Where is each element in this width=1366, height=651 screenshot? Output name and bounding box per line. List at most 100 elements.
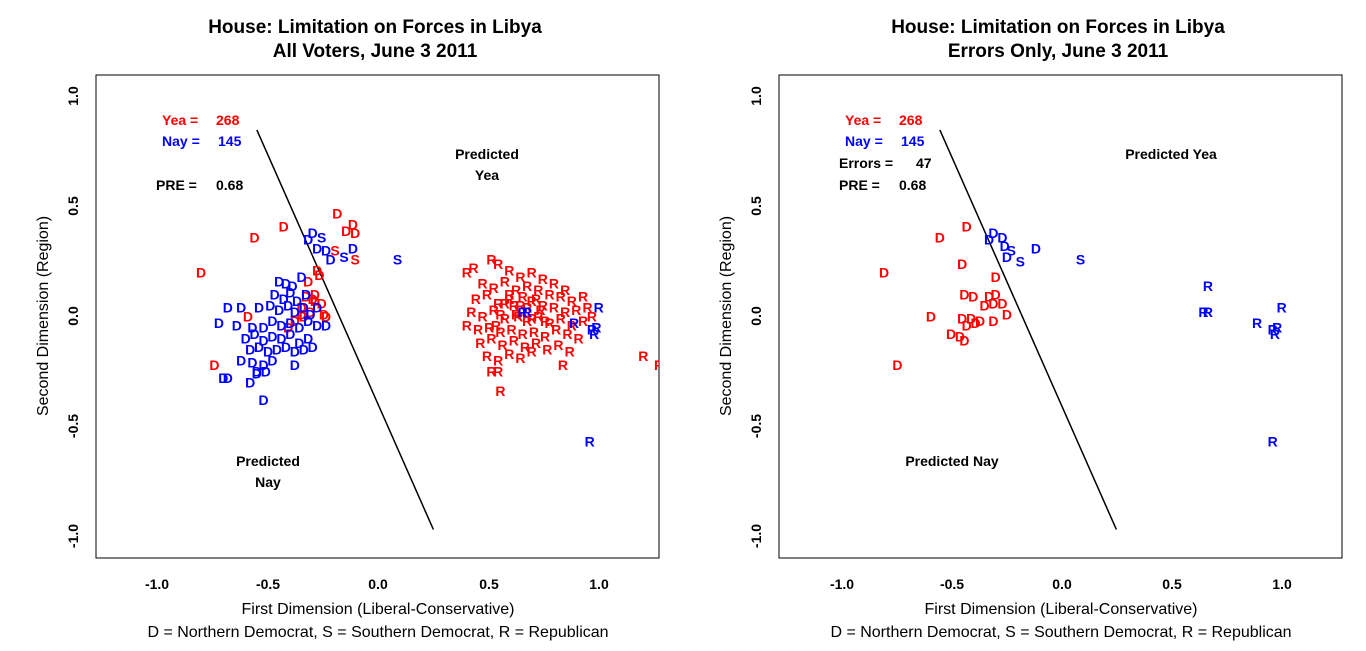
yea-vote-marker: R [504,291,514,307]
left-x-tick-label: 0.0 [368,576,388,592]
yea-vote-marker: D [301,289,311,305]
right-x-tick-label: -0.5 [940,576,964,592]
nay-vote-marker: R [587,322,597,338]
yea-vote-marker: D [957,311,967,327]
yea-vote-marker: D [348,216,358,232]
yea-vote-marker: D [926,309,936,325]
right-y-tick-label: 0.0 [748,306,764,326]
yea-vote-marker: R [549,276,559,292]
yea-vote-marker: R [549,300,559,316]
nay-count-label: Nay = [162,133,200,149]
yea-vote-marker: D [312,262,322,278]
nay-count-value: 145 [218,133,242,149]
yea-vote-marker: R [473,322,483,338]
yea-vote-marker: D [959,333,969,349]
nay-vote-marker: D [247,355,257,371]
yea-vote-marker: R [540,328,550,344]
yea-vote-marker: R [518,289,528,305]
nay-vote-marker: D [236,352,246,368]
nay-vote-marker: D [312,317,322,333]
yea-vote-marker: D [991,269,1001,285]
nay-vote-marker: D [245,341,255,357]
yea-vote-marker: D [243,309,253,325]
yea-vote-marker: R [509,333,519,349]
nay-vote-marker: D [303,232,313,248]
nay-vote-marker: D [312,300,322,316]
yea-vote-marker: D [988,295,998,311]
left-chart-subtitle: All Voters, June 3 2011 [273,41,478,62]
yea-vote-marker: D [310,293,320,309]
yea-vote-marker: D [283,319,293,335]
nay-vote-marker: D [236,300,246,316]
left-y-axis-label: Second Dimension (Region) [35,216,52,416]
nay-vote-marker: R [1270,326,1280,342]
nay-vote-marker: D [241,330,251,346]
nay-vote-marker: D [281,276,291,292]
nay-vote-marker: D [290,344,300,360]
nay-vote-marker: R [1252,315,1262,331]
nay-vote-marker: D [252,363,262,379]
right-x-tick-label: 0.0 [1052,576,1072,592]
yea-vote-marker: D [959,287,969,303]
nay-vote-marker: D [290,304,300,320]
yea-vote-marker: R [527,293,537,309]
yea-vote-marker: R [511,306,521,322]
predicted-yea-annotation: Predicted Yea [1125,146,1217,162]
nay-vote-marker: D [265,298,275,314]
yea-vote-marker: D [341,223,351,239]
right-x-tick-label: 0.5 [1162,576,1182,592]
yea-vote-marker: R [567,293,577,309]
yea-vote-marker: R [493,363,503,379]
yea-vote-marker: D [1002,306,1012,322]
yea-vote-marker: D [279,218,289,234]
nay-vote-marker: D [296,269,306,285]
nay-vote-marker: D [254,300,264,316]
nay-vote-marker: R [569,315,579,331]
yea-vote-marker: R [533,309,543,325]
nay-vote-marker: D [1000,238,1010,254]
yea-vote-marker: D [299,309,309,325]
predicted-nay-annotation-line2: Nay [255,474,281,490]
nay-vote-marker: S [1016,254,1025,270]
nay-vote-marker: D [321,243,331,259]
yea-vote-marker: D [308,291,318,307]
nay-vote-marker: D [258,357,268,373]
yea-vote-marker: D [991,287,1001,303]
nay-vote-marker: D [218,370,228,386]
yea-vote-marker: D [997,295,1007,311]
yea-vote-marker: R [536,302,546,318]
yea-vote-marker: R [509,298,519,314]
yea-vote-marker: R [504,287,514,303]
nay-vote-marker: R [1272,319,1282,335]
right-cutting-line [939,129,1118,530]
yea-vote-marker: R [544,315,554,331]
yea-vote-marker: R [560,282,570,298]
yea-vote-marker: R [491,317,501,333]
left-y-tick-label: -0.5 [65,414,81,438]
nay-vote-marker: D [348,240,358,256]
yea-vote-marker: R [522,300,532,316]
nay-vote-marker: D [223,300,233,316]
yea-vote-marker: R [500,295,510,311]
right-x-tick-label: -1.0 [830,576,854,592]
yea-vote-marker: R [558,357,568,373]
left-x-tick-label: -0.5 [256,576,280,592]
yea-vote-marker: D [984,289,994,305]
nay-vote-marker: D [267,352,277,368]
nay-vote-marker: D [285,315,295,331]
left-y-tick-label: 0.0 [65,306,81,326]
nay-vote-marker: R [1268,322,1278,338]
yea-vote-marker: R [574,330,584,346]
right-annotations: Predicted Yea Predicted Nay [905,146,1217,469]
nay-vote-marker: D [274,302,284,318]
yea-vote-marker: D [968,289,978,305]
yea-vote-marker: R [495,306,505,322]
yea-vote-marker: R [556,289,566,305]
nay-vote-marker: D [290,357,300,373]
nay-vote-marker: D [245,374,255,390]
left-chart-title: House: Limitation on Forces in Libya [208,17,542,38]
yea-vote-marker: R [567,317,577,333]
nay-vote-marker: D [997,229,1007,245]
